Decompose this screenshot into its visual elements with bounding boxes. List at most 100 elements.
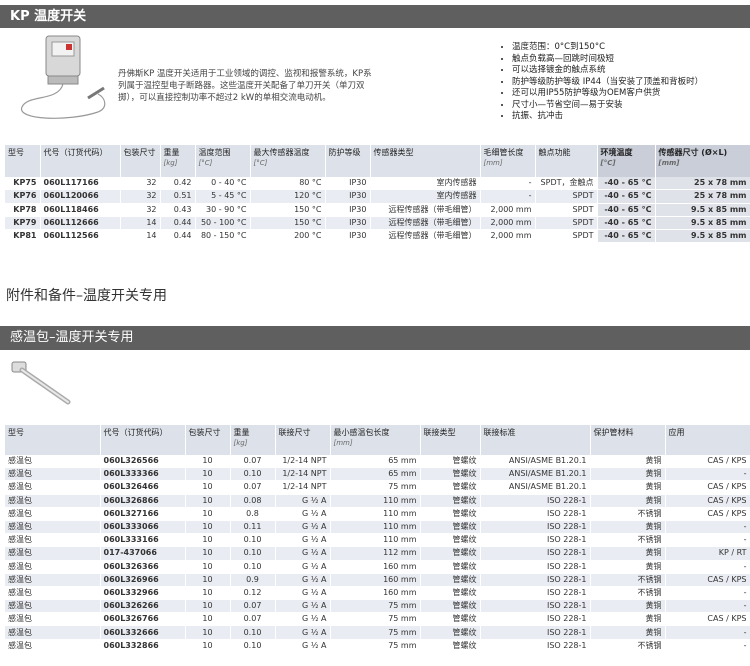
table-cell: 10	[185, 467, 231, 482]
table-cell: 060L326266	[100, 599, 186, 614]
table-cell: -	[480, 177, 536, 191]
table-cell: SPDT	[535, 203, 598, 217]
table-cell: 黄铜	[590, 625, 666, 640]
header-unit: [°C]	[198, 159, 213, 167]
header-unit: [°C]	[600, 159, 616, 167]
table-cell: 0.51	[160, 189, 196, 204]
table-cell: 不锈钢	[590, 573, 666, 587]
table-cell: G ½ A	[275, 599, 331, 614]
table-cell: 10	[185, 573, 231, 587]
table-cell: 25 x 78 mm	[655, 177, 750, 191]
table-cell: 30 - 90 °C	[195, 203, 251, 217]
table-cell: 管螺纹	[420, 612, 481, 627]
table-cell: 65 mm	[330, 467, 421, 482]
table-cell: 感温包	[5, 560, 101, 574]
table-cell: 060L326366	[100, 560, 186, 574]
table-cell: -	[665, 467, 750, 482]
table-row: 感温包 060L326566 10 0.07 1/2-14 NPT 65 mm 管螺纹 ANS…	[5, 455, 750, 469]
column-header: 代号（订货代码）	[40, 145, 121, 177]
table-cell: 060L333366	[100, 467, 186, 482]
table-cell: 感温包	[5, 586, 101, 601]
table-cell: 75 mm	[330, 480, 421, 495]
table-cell: 110 mm	[330, 494, 421, 508]
feature-item: 抗振、抗冲击	[512, 111, 750, 123]
table-cell: 管螺纹	[420, 599, 481, 614]
table-cell: 管螺纹	[420, 520, 481, 535]
header-label: 重量	[163, 148, 180, 157]
table-cell: -	[665, 599, 750, 614]
table-cell: 060L118466	[40, 203, 121, 217]
header-row: 型号 代号（订货代码） 包装尺寸 重量 [kg] 温度范围 [°C] 最大传感器温度 [°C] 防…	[5, 145, 750, 177]
header-label: 联接标准	[483, 428, 516, 437]
table-cell: ISO 228-1	[480, 586, 591, 601]
table-cell: 25 x 78 mm	[655, 189, 750, 204]
table-cell: 黄铜	[590, 455, 666, 469]
table-cell: 060L333066	[100, 520, 186, 535]
table-cell: 不锈钢	[590, 533, 666, 548]
table-cell: 10	[185, 507, 231, 521]
table-row: 感温包 060L332866 10 0.10 G ½ A 75 mm 管螺纹 ISO 228-…	[5, 639, 750, 653]
table-cell: 060L120066	[40, 189, 121, 204]
table-cell: 112 mm	[330, 546, 421, 561]
table-cell: 管螺纹	[420, 560, 481, 574]
table-cell: G ½ A	[275, 586, 331, 601]
header-label: 传感器尺寸 (Ø×L)	[658, 148, 728, 157]
header-label: 传感器类型	[373, 148, 414, 157]
table-cell: 060L332866	[100, 639, 186, 653]
table-cell: 110 mm	[330, 507, 421, 521]
table-cell: 黄铜	[590, 480, 666, 495]
table-cell: 不锈钢	[590, 639, 666, 653]
table-cell: 感温包	[5, 533, 101, 548]
table-cell: SPDT	[535, 229, 598, 244]
table-cell: -40 - 65 °C	[597, 189, 656, 204]
table-cell: 32	[120, 203, 161, 217]
table-cell: CAS / KPS	[665, 573, 750, 587]
header-label: 联接类型	[423, 428, 456, 437]
table-cell: 060L112666	[40, 216, 121, 231]
table-cell: 远程传感器（带毛细管）	[370, 229, 481, 244]
table-cell: 200 °C	[250, 229, 326, 244]
table-cell: -	[665, 533, 750, 548]
table-cell: 10	[185, 520, 231, 535]
header-label: 联接尺寸	[278, 428, 311, 437]
feature-item: 可以选择镀金的触点系统	[512, 65, 750, 77]
table-cell: CAS / KPS	[665, 612, 750, 627]
table-cell: 10	[185, 494, 231, 508]
table-cell: KP76	[5, 189, 41, 204]
table-cell: 060L332666	[100, 625, 186, 640]
feature-list: 温度范围：0°C到150°C触点负载高—回跳时间极短可以选择镀金的触点系统防护等…	[498, 42, 750, 123]
table-cell: ISO 228-1	[480, 560, 591, 574]
table-cell: G ½ A	[275, 533, 331, 548]
header-label: 应用	[668, 428, 685, 437]
table-cell: 10	[185, 612, 231, 627]
table-cell: 14	[120, 229, 161, 244]
table-cell: 32	[120, 189, 161, 204]
table-cell: IP30	[325, 216, 371, 231]
table-cell: -	[480, 189, 536, 204]
table-cell: G ½ A	[275, 625, 331, 640]
table-cell: 管螺纹	[420, 639, 481, 653]
table-row: KP81 060L112566 14 0.44 80 - 150 °C 200 °C IP3…	[5, 229, 750, 244]
table-cell: 10	[185, 560, 231, 574]
table-cell: 14	[120, 216, 161, 231]
table-cell: 060L332966	[100, 586, 186, 601]
table-row: 感温包 060L326766 10 0.07 G ½ A 75 mm 管螺纹 ISO 228-…	[5, 612, 750, 627]
table-cell: 感温包	[5, 546, 101, 561]
header-label: 重量	[233, 428, 250, 437]
table-cell: -	[665, 586, 750, 601]
column-header: 重量 [kg]	[230, 425, 276, 455]
table-cell: -40 - 65 °C	[597, 203, 656, 217]
table-row: KP76 060L120066 32 0.51 5 - 45 °C 120 °C IP30 室…	[5, 189, 750, 204]
table-cell: -40 - 65 °C	[597, 216, 656, 231]
table-cell: 2,000 mm	[480, 203, 536, 217]
table-row: 感温包 060L326966 10 0.9 G ½ A 160 mm 管螺纹 ISO 228-…	[5, 573, 750, 587]
header-label: 保护管材料	[593, 428, 634, 437]
table-cell: 75 mm	[330, 639, 421, 653]
table-cell: -	[665, 639, 750, 653]
table-cell: 9.5 x 85 mm	[655, 216, 750, 231]
table-cell: 1/2-14 NPT	[275, 455, 331, 469]
table-cell: SPDT	[535, 216, 598, 231]
table-cell: 管螺纹	[420, 546, 481, 561]
table-cell: 060L112566	[40, 229, 121, 244]
